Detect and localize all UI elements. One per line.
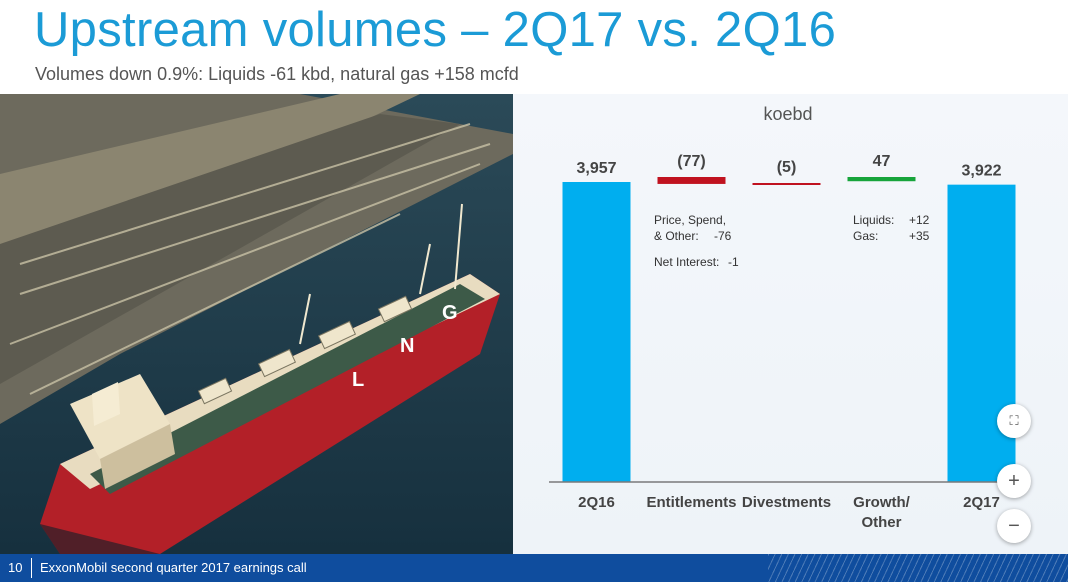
slide-title: Upstream volumes – 2Q17 vs. 2Q16 (34, 3, 837, 57)
value-label-2q16: 3,957 (576, 160, 616, 177)
zoom-in-button[interactable]: + (997, 464, 1031, 498)
zoom-out-button[interactable]: − (997, 509, 1031, 543)
net-interest-value: -1 (728, 255, 739, 269)
bar-2q17 (947, 184, 1016, 482)
category-label-entitlements: Entitlements (646, 494, 736, 511)
value-label-divestments: (5) (777, 159, 797, 176)
bar-growth-other (847, 177, 916, 182)
svg-text:G: G (442, 302, 458, 324)
entitlements-note-line1: Price, Spend, (654, 213, 727, 227)
growth-note: Liquids: +12 Gas: +35 (853, 212, 929, 244)
footer-pattern (768, 554, 1068, 582)
volume-waterfall-chart: koebd 3,957 2Q16 (77) Entitlements (5) Divest… (513, 94, 1068, 554)
page-number: 10 (8, 560, 23, 575)
footer-text: ExxonMobil second quarter 2017 earnings … (40, 560, 307, 575)
entitlements-note: Price, Spend, & Other: -76 Net Interest:… (654, 212, 739, 270)
value-label-2q17: 3,922 (961, 163, 1001, 180)
svg-text:L: L (352, 369, 364, 391)
bar-divestments (752, 183, 821, 185)
footer-divider (31, 558, 32, 578)
compress-icon: ⛶ (1009, 413, 1019, 428)
category-label-2q16: 2Q16 (578, 494, 615, 511)
chart-unit-label: koebd (763, 104, 812, 124)
slide-subtitle: Volumes down 0.9%: Liquids -61 kbd, natu… (35, 64, 519, 84)
category-label-divestments: Divestments (742, 494, 831, 511)
plus-icon: + (1008, 469, 1020, 492)
minus-icon: − (1008, 514, 1020, 537)
category-label-2q17: 2Q17 (963, 494, 1000, 511)
entitlements-note-value: -76 (714, 229, 732, 243)
growth-liquids-value: +12 (909, 213, 930, 227)
slide-footer: 10 ExxonMobil second quarter 2017 earnin… (0, 554, 1068, 582)
growth-gas-label: Gas: (853, 229, 879, 243)
entitlements-note-label: & Other: (654, 229, 699, 243)
svg-text:N: N (400, 335, 414, 357)
bar-2q16 (562, 182, 631, 482)
fit-to-screen-button[interactable]: ⛶ (997, 404, 1031, 438)
growth-gas-value: +35 (909, 229, 930, 243)
value-label-growth-other: 47 (873, 153, 891, 170)
growth-liquids-label: Liquids: (853, 213, 895, 227)
category-label-growth-other: Growth/Other (853, 494, 910, 531)
value-label-entitlements: (77) (677, 153, 705, 170)
lng-tanker-photo: L N G (0, 94, 513, 554)
net-interest-label: Net Interest: (654, 255, 720, 269)
bar-entitlements (657, 177, 726, 184)
